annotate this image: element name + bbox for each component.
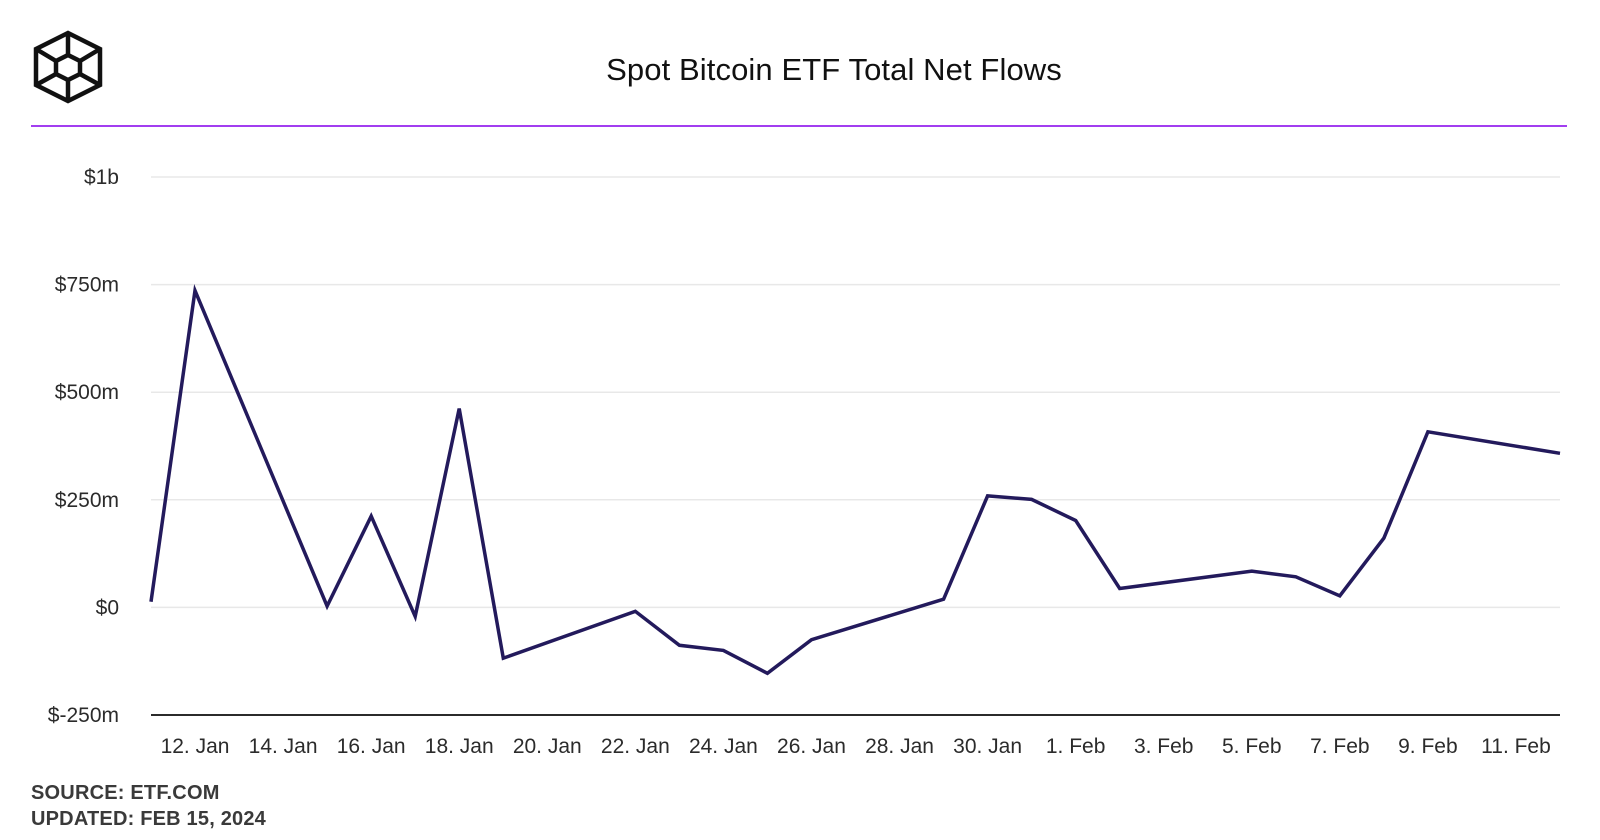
x-tick-label: 7. Feb <box>1310 735 1370 758</box>
data-point <box>1558 451 1562 455</box>
x-tick-label: 12. Jan <box>161 735 230 758</box>
x-tick-label: 30. Jan <box>953 735 1022 758</box>
x-tick-label: 5. Feb <box>1222 735 1282 758</box>
series-layer <box>149 284 1562 676</box>
y-tick-label: $250m <box>55 489 119 512</box>
x-tick-label: 24. Jan <box>689 735 758 758</box>
data-point <box>1338 594 1342 598</box>
data-point <box>1030 497 1034 501</box>
source-note: SOURCE: ETF.COM <box>31 782 220 804</box>
y-tick-label: $750m <box>55 274 119 297</box>
data-point <box>633 609 637 613</box>
x-tick-label: 16. Jan <box>337 735 406 758</box>
data-point <box>413 614 417 618</box>
series-line <box>149 284 1561 676</box>
y-axis-tick-labels: $-250m $0 $250m $500m $750m $1b <box>48 166 119 727</box>
data-point <box>1382 536 1386 540</box>
data-point <box>809 638 813 642</box>
the-block-logo-icon <box>33 30 103 104</box>
updated-note: UPDATED: FEB 15, 2024 <box>31 808 267 830</box>
x-tick-label: 3. Feb <box>1134 735 1194 758</box>
data-point <box>193 289 197 293</box>
x-tick-label: 28. Jan <box>865 735 934 758</box>
data-point <box>149 600 153 604</box>
data-point <box>369 514 373 518</box>
x-tick-label: 14. Jan <box>249 735 318 758</box>
chart-header: Spot Bitcoin ETF Total Net Flows <box>0 0 1600 126</box>
title-divider <box>31 125 1567 127</box>
data-point <box>1250 569 1254 573</box>
data-point <box>1074 518 1078 522</box>
y-tick-label: $500m <box>55 381 119 404</box>
chart-footer: SOURCE: ETF.COM UPDATED: FEB 15, 2024 <box>31 780 266 832</box>
grid-lines <box>151 176 1560 716</box>
data-point <box>457 407 461 411</box>
data-point <box>677 643 681 647</box>
y-tick-label: $1b <box>84 166 119 189</box>
x-tick-label: 26. Jan <box>777 735 846 758</box>
data-point <box>325 604 329 608</box>
data-point <box>1294 575 1298 579</box>
x-axis-tick-labels: 12. Jan 14. Jan 16. Jan 18. Jan 20. Jan 22. J… <box>161 735 1551 758</box>
data-point <box>501 656 505 660</box>
data-point <box>1118 586 1122 590</box>
y-tick-label: $0 <box>96 596 119 619</box>
x-tick-label: 11. Feb <box>1481 735 1551 758</box>
x-tick-label: 18. Jan <box>425 735 494 758</box>
x-tick-label: 1. Feb <box>1046 735 1106 758</box>
data-point <box>721 648 725 652</box>
chart-title: Spot Bitcoin ETF Total Net Flows <box>606 52 1062 87</box>
data-point <box>942 597 946 601</box>
data-point <box>1426 430 1430 434</box>
x-tick-label: 22. Jan <box>601 735 670 758</box>
x-tick-label: 20. Jan <box>513 735 582 758</box>
data-point <box>986 494 990 498</box>
data-point <box>765 671 769 675</box>
y-tick-label: $-250m <box>48 704 119 727</box>
x-tick-label: 9. Feb <box>1398 735 1458 758</box>
